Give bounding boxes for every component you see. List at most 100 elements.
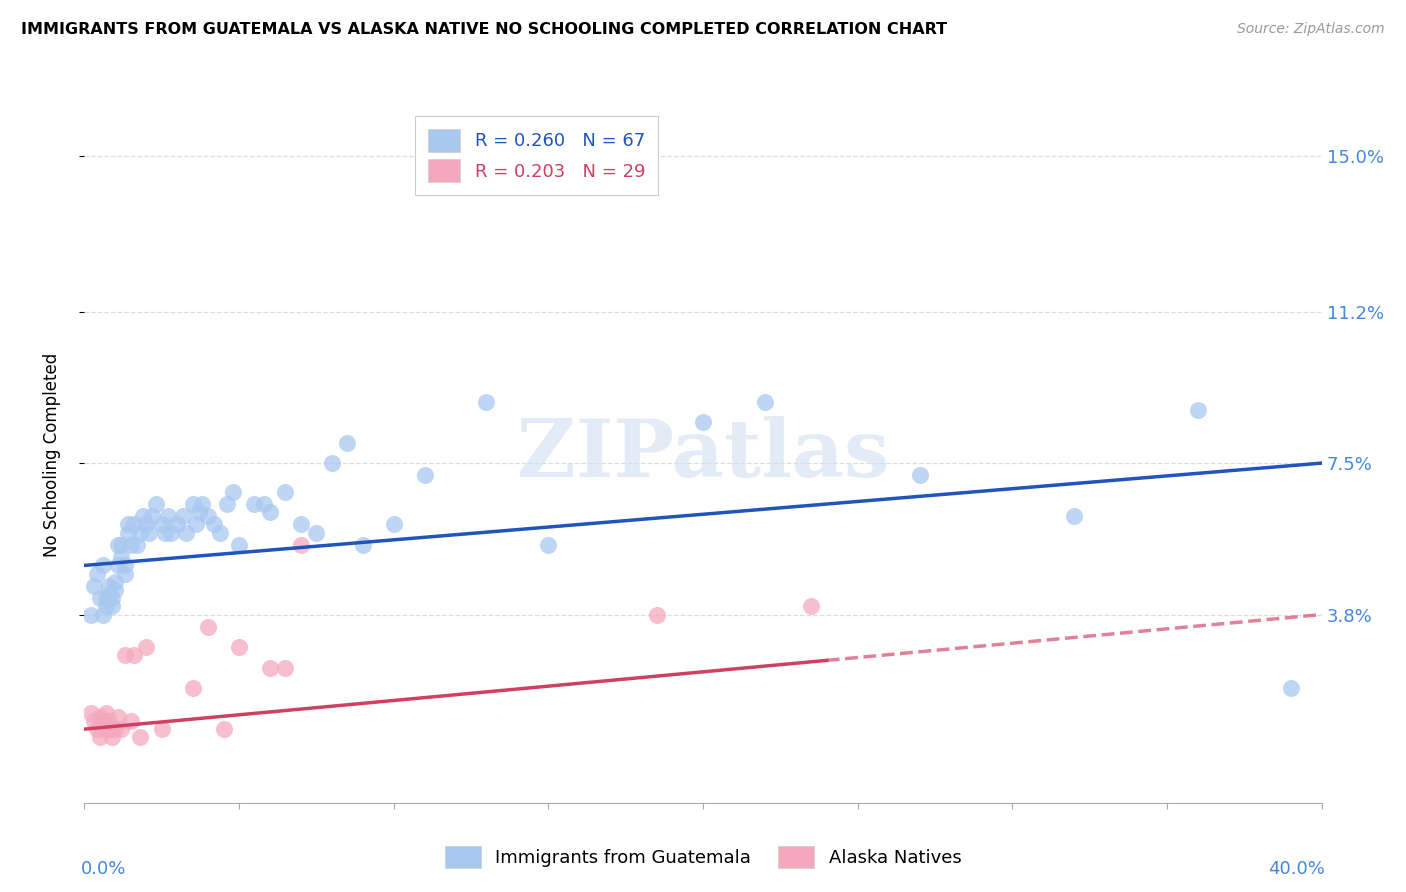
Point bbox=[117, 517, 139, 532]
Point bbox=[259, 661, 281, 675]
Point bbox=[160, 525, 183, 540]
Point bbox=[321, 456, 343, 470]
Text: Source: ZipAtlas.com: Source: ZipAtlas.com bbox=[1237, 22, 1385, 37]
Point bbox=[166, 517, 188, 532]
Point bbox=[413, 468, 436, 483]
Point bbox=[110, 550, 132, 565]
Point bbox=[120, 538, 142, 552]
Point bbox=[181, 681, 204, 696]
Point bbox=[692, 415, 714, 429]
Point bbox=[94, 722, 117, 736]
Point bbox=[83, 714, 105, 728]
Point bbox=[117, 525, 139, 540]
Point bbox=[305, 525, 328, 540]
Point bbox=[197, 509, 219, 524]
Point bbox=[352, 538, 374, 552]
Point bbox=[197, 620, 219, 634]
Point bbox=[290, 538, 312, 552]
Point bbox=[89, 591, 111, 606]
Text: 40.0%: 40.0% bbox=[1268, 860, 1324, 878]
Point bbox=[141, 509, 163, 524]
Point bbox=[125, 538, 148, 552]
Point bbox=[135, 517, 157, 532]
Point bbox=[101, 591, 124, 606]
Point bbox=[91, 607, 114, 622]
Point bbox=[228, 640, 250, 655]
Point bbox=[336, 435, 359, 450]
Point bbox=[132, 509, 155, 524]
Point bbox=[800, 599, 823, 614]
Point bbox=[645, 607, 668, 622]
Point bbox=[274, 484, 297, 499]
Point bbox=[274, 661, 297, 675]
Point bbox=[114, 566, 136, 581]
Point bbox=[172, 509, 194, 524]
Point bbox=[1063, 509, 1085, 524]
Point bbox=[145, 497, 167, 511]
Point bbox=[114, 648, 136, 663]
Point bbox=[104, 582, 127, 597]
Point bbox=[153, 525, 176, 540]
Point bbox=[110, 538, 132, 552]
Point bbox=[107, 538, 129, 552]
Legend: Immigrants from Guatemala, Alaska Natives: Immigrants from Guatemala, Alaska Native… bbox=[436, 838, 970, 877]
Point bbox=[187, 505, 209, 519]
Point bbox=[98, 722, 121, 736]
Point bbox=[91, 558, 114, 573]
Text: ZIPatlas: ZIPatlas bbox=[517, 416, 889, 494]
Text: IMMIGRANTS FROM GUATEMALA VS ALASKA NATIVE NO SCHOOLING COMPLETED CORRELATION CH: IMMIGRANTS FROM GUATEMALA VS ALASKA NATI… bbox=[21, 22, 948, 37]
Point bbox=[122, 648, 145, 663]
Point bbox=[222, 484, 245, 499]
Point bbox=[129, 525, 152, 540]
Text: 0.0%: 0.0% bbox=[82, 860, 127, 878]
Point bbox=[253, 497, 276, 511]
Point bbox=[120, 714, 142, 728]
Point bbox=[243, 497, 266, 511]
Point bbox=[382, 517, 405, 532]
Point bbox=[135, 640, 157, 655]
Point bbox=[176, 525, 198, 540]
Point bbox=[754, 394, 776, 409]
Point bbox=[191, 497, 214, 511]
Point bbox=[104, 722, 127, 736]
Point bbox=[122, 517, 145, 532]
Point bbox=[129, 731, 152, 745]
Point bbox=[181, 497, 204, 511]
Point bbox=[107, 558, 129, 573]
Point bbox=[94, 591, 117, 606]
Point bbox=[104, 574, 127, 589]
Point bbox=[101, 731, 124, 745]
Point bbox=[228, 538, 250, 552]
Point bbox=[202, 517, 225, 532]
Point bbox=[86, 566, 108, 581]
Point bbox=[79, 607, 101, 622]
Point bbox=[1279, 681, 1302, 696]
Point bbox=[98, 714, 121, 728]
Point bbox=[83, 579, 105, 593]
Point bbox=[114, 558, 136, 573]
Point bbox=[79, 706, 101, 720]
Point bbox=[101, 599, 124, 614]
Point bbox=[215, 497, 238, 511]
Point bbox=[212, 722, 235, 736]
Point bbox=[107, 710, 129, 724]
Y-axis label: No Schooling Completed: No Schooling Completed bbox=[42, 353, 60, 557]
Point bbox=[94, 706, 117, 720]
Point bbox=[138, 525, 160, 540]
Point bbox=[150, 722, 173, 736]
Point bbox=[89, 710, 111, 724]
Point bbox=[184, 517, 207, 532]
Point bbox=[98, 579, 121, 593]
Point bbox=[1187, 403, 1209, 417]
Point bbox=[475, 394, 498, 409]
Point bbox=[98, 587, 121, 601]
Point bbox=[150, 517, 173, 532]
Point bbox=[908, 468, 931, 483]
Point bbox=[537, 538, 560, 552]
Point bbox=[290, 517, 312, 532]
Point bbox=[86, 722, 108, 736]
Point bbox=[156, 509, 179, 524]
Point bbox=[94, 599, 117, 614]
Point bbox=[259, 505, 281, 519]
Point bbox=[209, 525, 232, 540]
